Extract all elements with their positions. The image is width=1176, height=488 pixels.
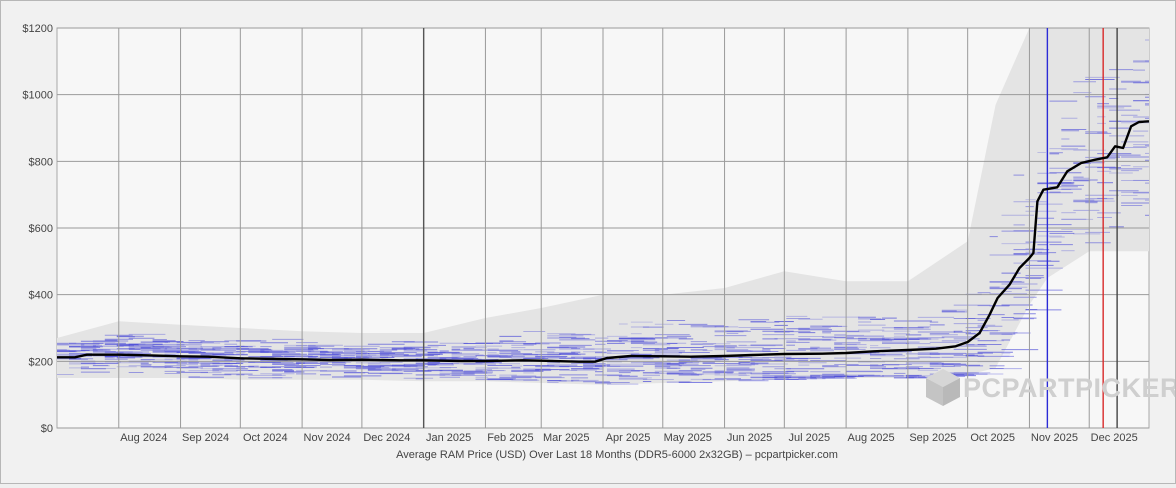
grid-lines: [57, 27, 1149, 429]
pcpartpicker-watermark: PCPARTPICKER: [926, 369, 1176, 406]
x-tick-label: Apr 2025: [606, 432, 651, 444]
pcpartpicker-logo-icon: [926, 369, 960, 406]
price-range-band: [57, 28, 1149, 385]
x-tick-label: Mar 2025: [543, 432, 589, 444]
y-tick-label: $1000: [22, 90, 53, 102]
logo-cube-left: [926, 378, 943, 406]
y-tick-label: $800: [29, 156, 53, 168]
x-axis: Aug 2024 Sep 2024 Oct 2024 Nov 2024 Dec 2024…: [120, 432, 1138, 444]
x-tick-label: Jun 2025: [727, 432, 772, 444]
x-tick-label: Nov 2024: [304, 432, 351, 444]
y-tick-label: $400: [29, 290, 53, 302]
x-tick-label: Dec 2024: [363, 432, 410, 444]
average-price-line: [57, 120, 1150, 363]
price-range-area: [57, 28, 1149, 385]
x-tick-label: Jul 2025: [789, 432, 831, 444]
y-tick-label: $1200: [22, 23, 53, 35]
y-axis: $0 $200 $400 $600 $800 $1000 $1200: [22, 23, 53, 435]
x-tick-label: Aug 2025: [848, 432, 895, 444]
x-tick-label: Dec 2025: [1091, 432, 1138, 444]
x-tick-label: Sep 2024: [182, 432, 229, 444]
x-tick-label: Sep 2025: [909, 432, 956, 444]
watermark-text: PCPARTPICKER: [963, 373, 1175, 403]
y-tick-label: $200: [29, 356, 53, 368]
y-tick-label: $600: [29, 223, 53, 235]
logo-cube-right: [943, 378, 960, 406]
x-tick-label: Oct 2024: [243, 432, 288, 444]
y-tick-label: $0: [41, 423, 53, 435]
x-tick-label: Aug 2024: [120, 432, 167, 444]
x-tick-label: Oct 2025: [970, 432, 1015, 444]
x-tick-label: Jan 2025: [426, 432, 471, 444]
x-tick-label: Feb 2025: [487, 432, 533, 444]
x-tick-label: May 2025: [664, 432, 712, 444]
x-tick-label: Nov 2025: [1031, 432, 1078, 444]
average-price-series-line: [57, 120, 1150, 363]
x-axis-label: Average RAM Price (USD) Over Last 18 Mon…: [396, 449, 838, 461]
